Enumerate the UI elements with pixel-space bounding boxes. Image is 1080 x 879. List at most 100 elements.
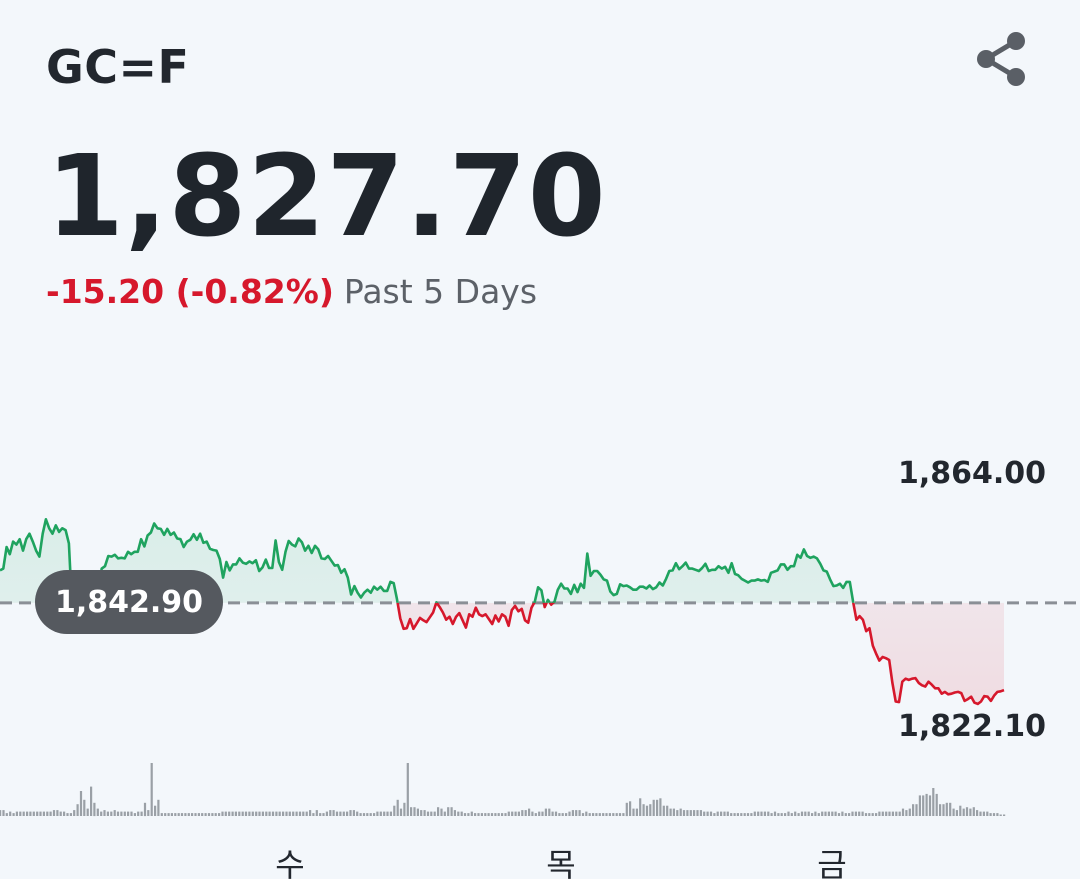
- volume-bar: [895, 811, 898, 816]
- volume-bar: [302, 811, 305, 816]
- volume-bar: [706, 811, 709, 816]
- volume-bar: [578, 810, 581, 816]
- volume-bar: [453, 810, 456, 816]
- volume-bar: [784, 813, 787, 816]
- volume-bar: [709, 811, 713, 816]
- volume-bar: [261, 811, 264, 816]
- volume-bar: [73, 810, 76, 816]
- volume-bar: [298, 811, 302, 816]
- volume-bar: [656, 799, 659, 816]
- volume-bar: [541, 811, 544, 816]
- volume-bar: [389, 811, 392, 816]
- volume-bar: [773, 811, 777, 816]
- volume-bar: [52, 810, 56, 816]
- volume-bar: [736, 813, 739, 816]
- volume-bar: [716, 811, 719, 816]
- volume-bar: [0, 810, 2, 816]
- volume-bar: [309, 810, 312, 816]
- volume-bar: [174, 813, 177, 816]
- volume-bar: [359, 813, 362, 816]
- volume-bar: [460, 811, 463, 816]
- volume-bar: [979, 811, 982, 816]
- volume-bar: [106, 811, 109, 816]
- volume-bar: [703, 811, 706, 816]
- volume-bar: [551, 811, 554, 816]
- volume-bar: [399, 808, 403, 816]
- volume-bar: [93, 802, 96, 817]
- volume-bar: [292, 811, 295, 816]
- volume-bar: [757, 811, 760, 816]
- volume-bar: [22, 811, 25, 816]
- volume-bar: [147, 810, 150, 816]
- volume-bar: [511, 811, 514, 816]
- volume-bar: [965, 807, 969, 816]
- volume-bar: [824, 811, 827, 816]
- volume-bar: [312, 813, 315, 816]
- volume-bar: [548, 808, 551, 816]
- share-button[interactable]: [968, 26, 1034, 92]
- volume-bar: [797, 813, 800, 816]
- volume-bar: [123, 811, 126, 816]
- volume-bar: [972, 807, 975, 816]
- volume-bar: [554, 811, 558, 816]
- volume-bar: [568, 811, 571, 816]
- volume-bar: [986, 811, 989, 816]
- volume-bar: [608, 813, 611, 816]
- volume-bar: [912, 804, 915, 816]
- volume-bar: [581, 813, 585, 816]
- volume-bar: [474, 813, 477, 816]
- volume-bar: [925, 793, 928, 816]
- volume-bar: [295, 811, 298, 816]
- volume-bar: [12, 813, 15, 816]
- volume-bar: [935, 793, 938, 816]
- volume-bar: [447, 807, 450, 816]
- volume-bar: [497, 813, 500, 816]
- volume-bar: [120, 811, 123, 816]
- volume-bar: [908, 808, 911, 816]
- volume-bar: [197, 813, 200, 816]
- volume-bar: [504, 813, 507, 816]
- volume-bar: [787, 811, 790, 816]
- volume-bar: [393, 805, 396, 816]
- volume-bar: [130, 811, 133, 816]
- volume-bar: [922, 795, 925, 816]
- volume-bar: [854, 811, 857, 816]
- volume-bar: [915, 804, 918, 816]
- volume-bar: [730, 813, 733, 816]
- volume-bar: [150, 763, 153, 816]
- volume-bar: [949, 802, 952, 817]
- volume-bar: [480, 813, 483, 816]
- volume-bar: [319, 813, 322, 816]
- volume-bar: [362, 813, 366, 816]
- volume-bar: [356, 811, 359, 816]
- volume-bar: [433, 811, 436, 816]
- volume-bar: [201, 813, 204, 816]
- volume-bar: [666, 805, 669, 816]
- volume-bar: [733, 813, 736, 816]
- volume-bar: [891, 811, 894, 816]
- volume-bar: [521, 810, 524, 816]
- volume-bar: [901, 808, 905, 816]
- volume-bar: [258, 811, 261, 816]
- volume-bar: [558, 813, 561, 816]
- volume-bar: [517, 811, 520, 816]
- volume-bar: [143, 802, 147, 817]
- volume-bar: [36, 811, 39, 816]
- x-tick-label: 수: [275, 846, 305, 879]
- x-tick-label: 금: [817, 846, 847, 879]
- volume-bar: [827, 811, 830, 816]
- volume-bar: [676, 810, 679, 816]
- volume-bar: [618, 813, 622, 816]
- volume-bar: [595, 813, 598, 816]
- volume-bar: [83, 799, 86, 816]
- volume-bar: [160, 813, 163, 816]
- volume-bar: [534, 813, 537, 816]
- price-line-up: [0, 518, 855, 603]
- volume-bar: [639, 798, 642, 816]
- volume-bar: [834, 811, 837, 816]
- volume-bar: [962, 808, 965, 816]
- volume-bar: [955, 810, 958, 816]
- volume-bar: [682, 810, 686, 816]
- volume-bar: [426, 811, 430, 816]
